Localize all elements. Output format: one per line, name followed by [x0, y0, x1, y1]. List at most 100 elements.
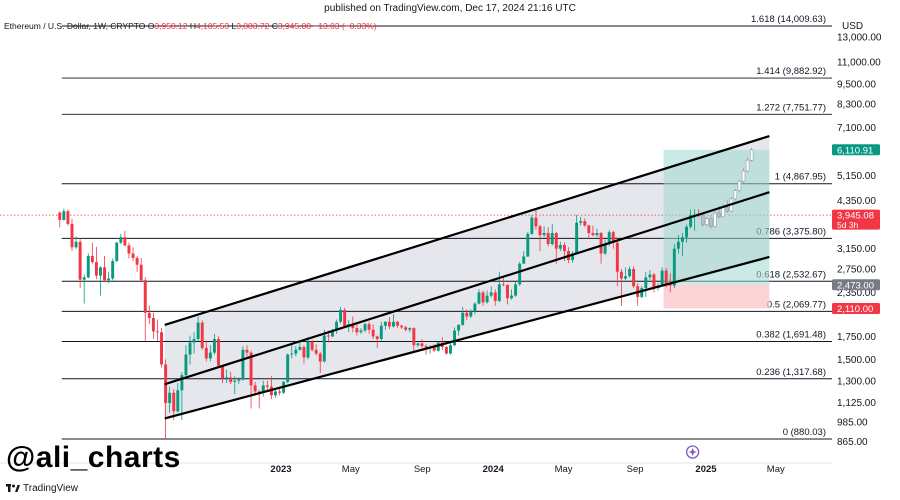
fib-label-1: 1 (4,867.95) — [775, 172, 826, 183]
candle-body — [591, 232, 595, 236]
tradingview-logo-icon — [6, 484, 20, 492]
candle-body — [168, 392, 172, 404]
candle-body — [493, 292, 497, 301]
candle-body — [595, 232, 599, 236]
channel-middle-line[interactable] — [164, 191, 770, 386]
y-tick-label: 11,000.00 — [837, 58, 881, 69]
symbol-legend[interactable]: Ethereum / U.S. Dollar, 1W, CRYPTO O3,95… — [4, 21, 377, 31]
candle-body — [322, 335, 326, 362]
x-tick-label: Sep — [627, 464, 644, 475]
candle-body — [172, 392, 176, 412]
candle-body — [103, 267, 107, 281]
fib-label-1.414: 1.414 (9,882.92) — [756, 66, 826, 77]
candle-body — [290, 353, 294, 355]
price-badge — [832, 209, 880, 230]
high-label: H — [189, 21, 197, 31]
candle-body — [151, 317, 155, 332]
candle-body — [135, 257, 139, 265]
y-tick-label: 9,500.00 — [837, 79, 876, 90]
candle-body — [261, 385, 265, 393]
candle-body — [436, 342, 440, 351]
candle-body — [392, 321, 395, 327]
projected-candle — [749, 149, 754, 161]
projected-candle — [745, 159, 750, 172]
fibonacci-levels[interactable]: 0 (880.03) 0.236 (1,317.68) 0.382 (1,691.4… — [0, 14, 832, 440]
candle-body — [314, 349, 318, 354]
candle-body — [86, 255, 90, 278]
candle-body — [379, 325, 383, 339]
candle-body — [587, 225, 591, 233]
price-badge — [832, 144, 880, 156]
candle-body — [477, 292, 481, 304]
candle-body — [412, 328, 416, 346]
y-axis[interactable]: 13,000.00 11,000.00 9,500.00 8,300.00 7,100.… — [837, 33, 882, 448]
candle-body — [176, 390, 180, 412]
candle-body — [652, 274, 656, 289]
channel-lower-line[interactable] — [164, 255, 770, 420]
y-tick-label: 5,150.00 — [837, 171, 876, 182]
candle-body — [241, 349, 245, 380]
stop-zone[interactable] — [663, 284, 770, 309]
candle-body — [534, 217, 538, 227]
price-badge-text: 2,473.00 — [837, 280, 874, 291]
candle-body — [196, 322, 200, 339]
currency-label[interactable]: USD — [842, 21, 864, 32]
candle-body — [522, 256, 526, 264]
x-axis[interactable]: 2023 May Sep 2024 May Sep 2025 May — [0, 462, 832, 475]
candle-body — [449, 345, 452, 354]
candle-body — [375, 336, 379, 339]
tradingview-brand[interactable]: TradingView — [6, 483, 78, 494]
candle-body — [485, 295, 489, 303]
candle-body — [518, 263, 522, 285]
candle-body — [225, 377, 229, 379]
x-tick-label: May — [555, 464, 573, 475]
candle-body — [628, 268, 632, 277]
candle-body — [408, 328, 412, 330]
close-label: C — [271, 21, 278, 31]
candle-body — [200, 322, 204, 348]
channel-lines[interactable] — [164, 135, 770, 420]
long-position-zone[interactable] — [663, 149, 770, 309]
candle-body — [554, 232, 558, 249]
y-tick-label: 7,100.00 — [837, 123, 876, 134]
projected-candle — [705, 218, 709, 225]
change-value: −13.03 (−0.33%) — [313, 21, 377, 31]
candle-body — [94, 262, 98, 276]
candle-body — [648, 274, 652, 278]
candle-body — [184, 354, 188, 376]
x-tick-label: May — [342, 464, 360, 475]
candle-body — [351, 324, 355, 329]
candle-body — [404, 327, 408, 330]
candle-body — [355, 328, 359, 333]
candle-body — [74, 241, 78, 248]
x-tick-label: Sep — [414, 464, 431, 475]
candle-body — [660, 270, 664, 286]
candle-body — [99, 267, 102, 276]
candle-body — [558, 244, 562, 249]
projected-candle — [725, 207, 729, 212]
candle-body — [155, 331, 159, 333]
candle-body — [571, 253, 575, 261]
candle-body — [298, 347, 302, 350]
price-badge-text: 2,110.00 — [837, 304, 873, 315]
fib-label-0: 0 (880.03) — [783, 427, 826, 438]
y-tick-label: 865.00 — [837, 437, 868, 448]
candle-body — [318, 353, 322, 362]
fib-label-0.786: 0.786 (3,375.80) — [756, 226, 826, 237]
price-badge-countdown: 5d 3h — [837, 220, 859, 230]
y-tick-label: 1,750.00 — [837, 332, 876, 343]
candle-body — [668, 284, 672, 286]
author-watermark: @ali_charts — [6, 441, 181, 474]
channel-upper-line[interactable] — [164, 135, 770, 326]
candle-body — [229, 377, 233, 382]
projected-candle — [701, 214, 705, 225]
price-badge-text: 6,110.91 — [837, 145, 873, 156]
projected-candle — [717, 212, 721, 218]
projected-candle — [737, 180, 742, 191]
brand-name: TradingView — [23, 483, 79, 494]
event-marker[interactable] — [685, 445, 700, 459]
candle-body — [127, 245, 131, 254]
candle-body — [212, 338, 216, 353]
candle-body — [58, 212, 62, 220]
